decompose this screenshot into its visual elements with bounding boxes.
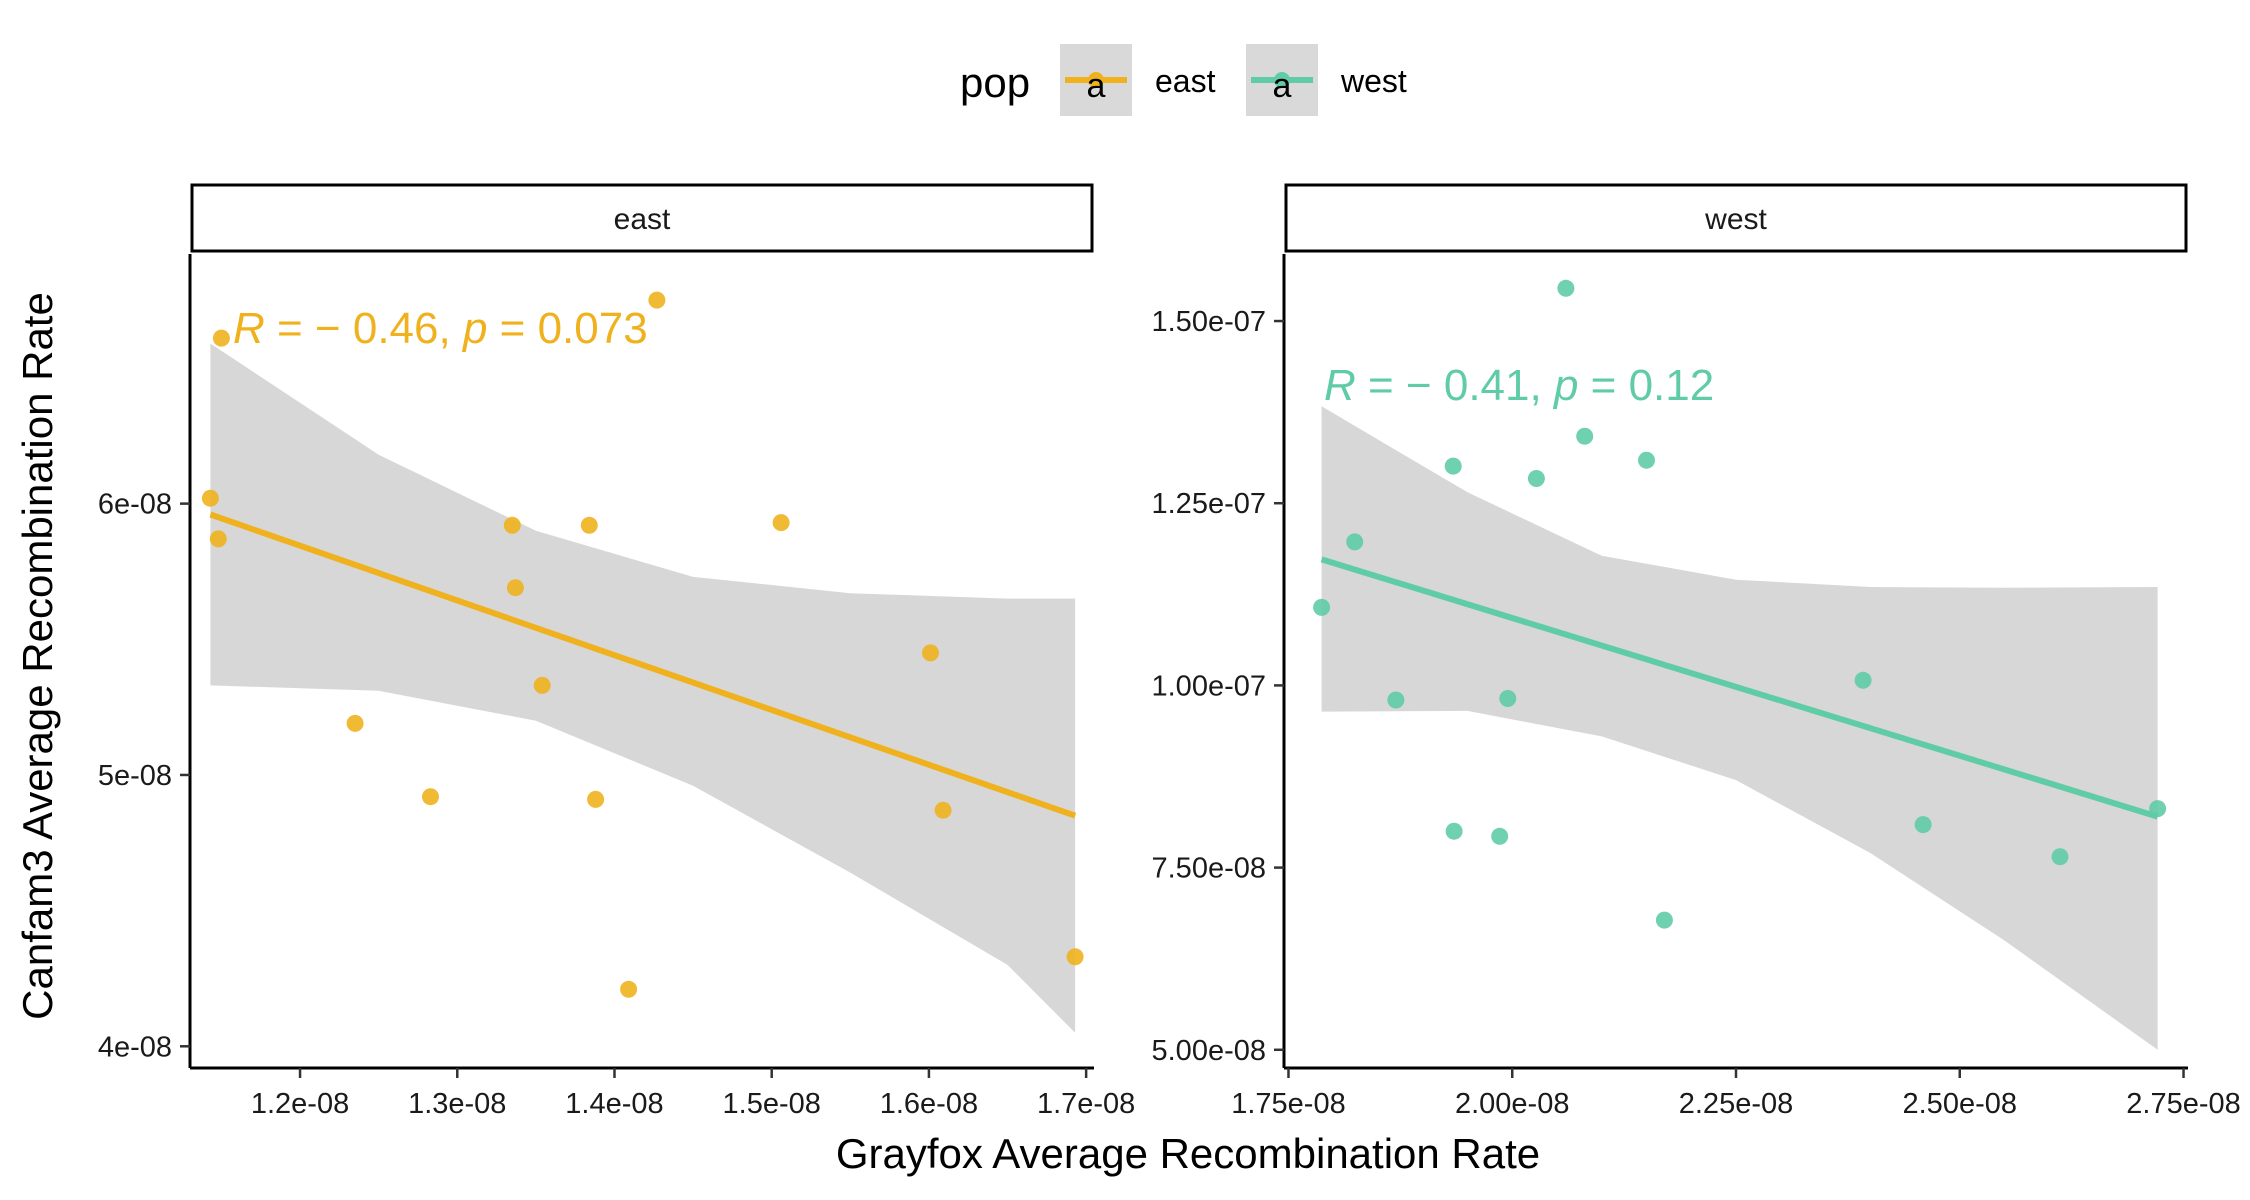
x-tick-label-east-4: 1.5e-08 [723, 1088, 821, 1120]
panel-east: east R = − 0.46, p = 0.073 1.2e-08 1.3e-08 1… [98, 183, 1135, 1120]
strip-label-east: east [614, 203, 671, 236]
y-tick-label-east-3: 6e-08 [98, 489, 172, 521]
panels: east R = − 0.46, p = 0.073 1.2e-08 1.3e-08 1… [98, 183, 2241, 1120]
data-point-east-10 [587, 790, 605, 808]
data-point-east-11 [620, 980, 638, 998]
legend-glyph-east: a [1087, 67, 1106, 105]
annotation-p-value: = 0.073 [487, 304, 647, 353]
annotation-p-label: p [1552, 361, 1578, 410]
legend-glyph-west: a [1273, 67, 1292, 105]
x-tick-label-east-5: 1.6e-08 [880, 1088, 978, 1120]
strip-box-east [190, 183, 1094, 253]
x-tick-label-west-1: 1.75e-08 [1231, 1088, 1346, 1120]
y-axis-title: Canfam3 Average Recombination Rate [14, 292, 61, 1020]
data-point-west-6 [1491, 827, 1509, 845]
data-point-west-1 [1313, 598, 1331, 616]
data-point-west-5 [1445, 822, 1463, 840]
fit-line-east [209, 511, 1077, 819]
annotation-r-label: R [233, 304, 265, 353]
legend-title: pop [960, 59, 1030, 106]
data-point-west-7 [1499, 690, 1517, 707]
data-point-east-15 [934, 801, 952, 819]
annotation-r-value: = − 0.41, [1356, 361, 1554, 410]
x-tick-label-east-2: 1.3e-08 [408, 1088, 506, 1120]
legend-entry-west: a west [1246, 44, 1407, 116]
data-point-east-3 [212, 329, 230, 347]
data-point-west-14 [1914, 816, 1932, 834]
data-point-west-15 [2051, 848, 2069, 866]
x-axis-title: Grayfox Average Recombination Rate [836, 1130, 1540, 1177]
data-point-east-14 [922, 644, 939, 662]
y-tick-label-east-2: 5e-08 [98, 760, 172, 792]
data-point-west-3 [1387, 691, 1405, 709]
data-point-east-12 [648, 291, 666, 309]
legend-point-east [1088, 72, 1104, 88]
y-tick-label-west-3: 1.00e-07 [1152, 670, 1267, 702]
data-point-east-7 [506, 579, 524, 597]
data-point-west-10 [1576, 427, 1594, 445]
x-tick-label-east-3: 1.4e-08 [565, 1088, 663, 1120]
x-tick-label-east-1: 1.2e-08 [251, 1088, 349, 1120]
annotation-p-label: p [461, 304, 487, 353]
data-point-east-16 [1066, 948, 1084, 966]
strip-box-west [1284, 183, 2188, 253]
data-point-west-11 [1638, 451, 1655, 469]
legend-point-west [1274, 72, 1290, 88]
data-point-east-8 [533, 676, 551, 694]
data-point-east-4 [346, 714, 364, 732]
annotation-r-value: = − 0.46, [265, 304, 463, 353]
x-tick-label-west-4: 2.50e-08 [1903, 1088, 2018, 1120]
data-point-west-9 [1557, 279, 1575, 297]
annotation-p-value: = 0.12 [1578, 361, 1714, 410]
data-point-west-2 [1346, 533, 1364, 551]
y-tick-label-west-1: 5.00e-08 [1152, 1035, 1267, 1067]
y-tick-label-east-1: 4e-08 [98, 1031, 172, 1063]
x-tick-label-west-2: 2.00e-08 [1455, 1088, 1570, 1120]
legend-label-west: west [1340, 63, 1407, 99]
x-tick-label-west-5: 2.75e-08 [2126, 1088, 2241, 1120]
data-point-east-5 [422, 788, 439, 806]
fit-line-west [1320, 556, 2159, 820]
y-tick-label-west-4: 1.25e-07 [1152, 488, 1267, 520]
strip-label-west: west [1704, 203, 1767, 236]
ci-band-west [1321, 406, 2158, 1050]
data-point-west-8 [1527, 470, 1545, 487]
legend-label-east: east [1155, 63, 1216, 99]
ci-band-east [210, 343, 1076, 1033]
data-point-west-13 [1854, 671, 1872, 689]
points-east [201, 291, 1084, 998]
data-point-east-6 [503, 516, 521, 534]
panel-west: west R = − 0.41, p = 0.12 1.75e-08 2.00e-08… [1152, 183, 2241, 1120]
x-tick-label-west-3: 2.25e-08 [1679, 1088, 1794, 1120]
annotation-r-label: R [1324, 361, 1356, 410]
legend: pop a east a west [960, 44, 1407, 116]
y-tick-label-west-5: 1.50e-07 [1152, 306, 1267, 338]
x-tick-label-east-6: 1.7e-08 [1037, 1088, 1135, 1120]
data-point-west-4 [1444, 457, 1462, 475]
y-tick-label-west-2: 7.50e-08 [1152, 853, 1267, 885]
data-point-east-2 [209, 530, 227, 548]
correlation-annotation-east: R = − 0.46, p = 0.073 [233, 304, 648, 353]
data-point-east-13 [772, 514, 790, 532]
data-point-west-12 [1655, 911, 1673, 929]
legend-entry-east: a east [1060, 44, 1216, 116]
data-point-east-9 [580, 516, 598, 534]
correlation-annotation-west: R = − 0.41, p = 0.12 [1324, 361, 1714, 410]
points-west [1313, 279, 2167, 929]
data-point-east-1 [201, 489, 219, 507]
